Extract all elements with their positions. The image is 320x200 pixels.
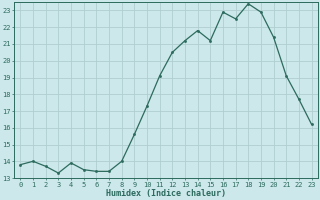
X-axis label: Humidex (Indice chaleur): Humidex (Indice chaleur): [106, 189, 226, 198]
